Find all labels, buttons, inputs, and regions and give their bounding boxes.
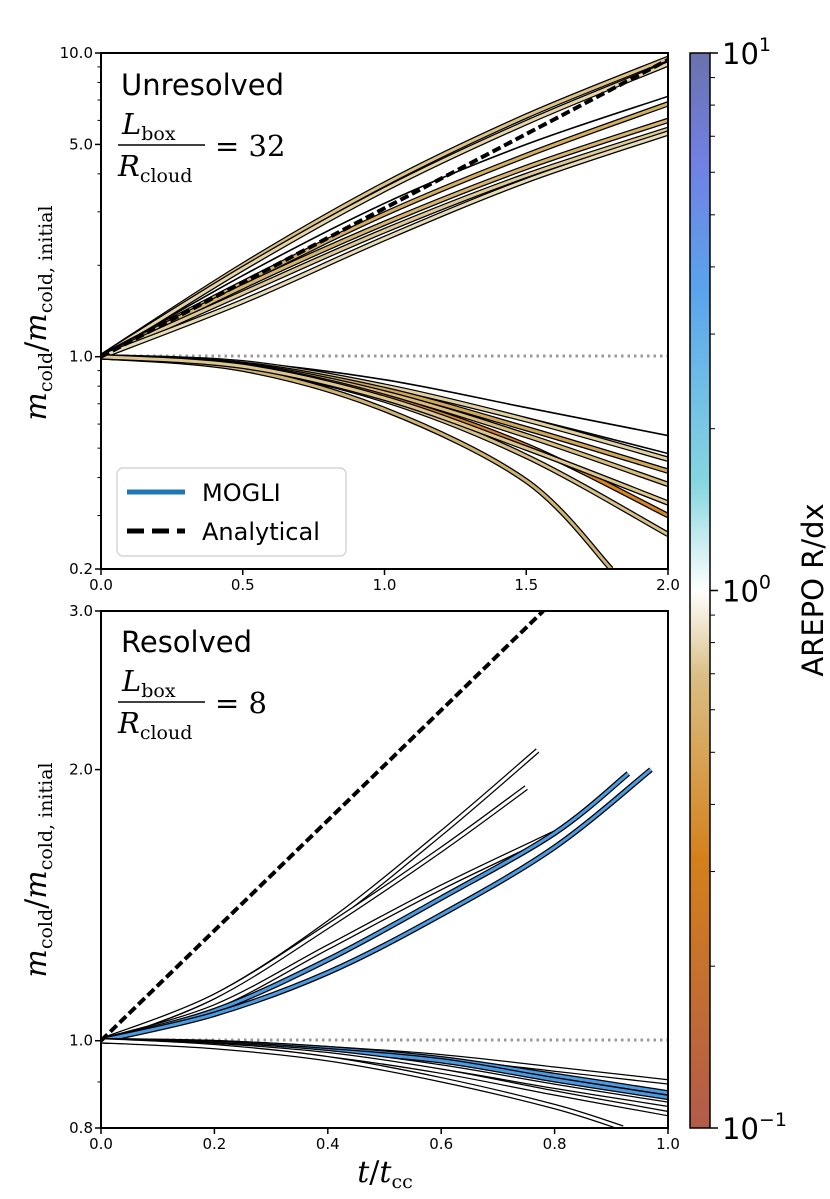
top-x-tick-label: 1.0 bbox=[373, 576, 397, 594]
bottom-series-line-5 bbox=[101, 768, 652, 1043]
top-series-line-12 bbox=[101, 355, 668, 486]
top-y-tick-label: 0.2 bbox=[69, 560, 93, 578]
colorbar-tick-label: 101 bbox=[722, 34, 771, 71]
legend-mogli-label: MOGLI bbox=[202, 479, 281, 507]
bottom-series-group bbox=[101, 748, 668, 1128]
top-x-tick-label: 0.5 bbox=[231, 576, 255, 594]
top-ticks: 0.0 0.5 1.0 1.5 2.0 0.2 1.0 5.0 10.0 bbox=[60, 44, 680, 594]
top-analytical-line bbox=[101, 57, 668, 359]
bottom-analytical-line bbox=[101, 611, 545, 1043]
bottom-y-tick-label: 1.0 bbox=[69, 1032, 93, 1050]
bottom-series-line-11 bbox=[101, 1039, 624, 1128]
bottom-series-outline-5 bbox=[101, 767, 653, 1044]
bottom-x-tick-label: 0.2 bbox=[202, 1135, 226, 1153]
top-series-line-6 bbox=[101, 128, 668, 359]
bottom-ticks: 0.0 0.2 0.4 0.6 0.8 1.0 0.8 1.0 2.0 3.0 bbox=[69, 602, 680, 1153]
top-series-outline-3 bbox=[101, 95, 668, 358]
bottom-series-line-4 bbox=[101, 772, 630, 1043]
bottom-panel-title: Resolved bbox=[121, 625, 252, 659]
colorbar: 101 100 10−1 AREPO R/dx bbox=[689, 34, 830, 1146]
svg-text:Rcloud: Rcloud bbox=[117, 149, 192, 187]
top-series-outline-9 bbox=[101, 355, 668, 455]
bottom-x-tick-label: 1.0 bbox=[656, 1135, 680, 1153]
colorbar-tick-label: 100 bbox=[722, 572, 771, 609]
top-x-tick-label: 1.5 bbox=[514, 576, 538, 594]
top-series-line-16 bbox=[101, 355, 668, 505]
colorbar-label: AREPO R/dx bbox=[796, 503, 830, 676]
bottom-y-tick-label: 3.0 bbox=[69, 602, 93, 620]
top-y-tick-label: 10.0 bbox=[60, 44, 93, 62]
top-ratio-label: Lbox Rcloud = 32 bbox=[117, 107, 285, 187]
top-panel-title: Unresolved bbox=[121, 68, 284, 102]
svg-text:Lbox: Lbox bbox=[121, 107, 176, 145]
svg-text:Rcloud: Rcloud bbox=[117, 706, 192, 744]
bottom-y-tick-label: 2.0 bbox=[69, 761, 93, 779]
colorbar-tick-label: 10−1 bbox=[722, 1109, 787, 1146]
svg-text:Lbox: Lbox bbox=[121, 664, 176, 702]
top-x-tick-label: 2.0 bbox=[656, 576, 680, 594]
bottom-axes-frame bbox=[100, 610, 669, 1129]
colorbar-ticks: 101 100 10−1 bbox=[710, 34, 787, 1146]
top-series-line-2 bbox=[101, 62, 668, 358]
bottom-x-tick-label: 0.4 bbox=[316, 1135, 340, 1153]
bottom-series-line-3 bbox=[101, 831, 556, 1043]
legend: MOGLI Analytical bbox=[116, 467, 347, 557]
svg-text:= 32: = 32 bbox=[215, 129, 285, 163]
bottom-panel: 0.0 0.2 0.4 0.6 0.8 1.00.81.02.03.0 Resolved … bbox=[19, 602, 680, 1193]
bottom-y-axis-label: mcold/mcold, initial bbox=[19, 762, 57, 977]
bottom-ratio-label: Lbox Rcloud = 8 bbox=[117, 664, 267, 744]
colorbar-gradient bbox=[689, 52, 711, 1129]
bottom-series-line-2 bbox=[101, 786, 528, 1043]
top-y-tick-label: 1.0 bbox=[69, 348, 93, 366]
bottom-y-tick-label: 0.8 bbox=[69, 1119, 93, 1137]
top-y-tick-label: 5.0 bbox=[69, 135, 93, 153]
top-panel: 0.0 0.5 1.0 1.5 2.00.21.05.010.0 Unresolved … bbox=[19, 44, 680, 594]
svg-text:= 8: = 8 bbox=[215, 686, 267, 720]
bottom-x-tick-label: 0.6 bbox=[429, 1135, 453, 1153]
top-series-outline-12 bbox=[101, 353, 668, 487]
top-y-axis-label: mcold/mcold, initial bbox=[19, 205, 57, 420]
legend-analytical-label: Analytical bbox=[202, 518, 320, 546]
x-axis-label: t/tcc bbox=[357, 1155, 413, 1193]
top-series-line-7 bbox=[101, 131, 668, 359]
bottom-series-outline-2 bbox=[101, 785, 528, 1044]
bottom-x-tick-label: 0.8 bbox=[543, 1135, 567, 1153]
bottom-x-tick-label: 0.0 bbox=[89, 1135, 113, 1153]
bottom-series-outline-4 bbox=[101, 771, 631, 1044]
top-x-tick-label: 0.0 bbox=[89, 576, 113, 594]
top-series-line-5 bbox=[101, 118, 668, 359]
